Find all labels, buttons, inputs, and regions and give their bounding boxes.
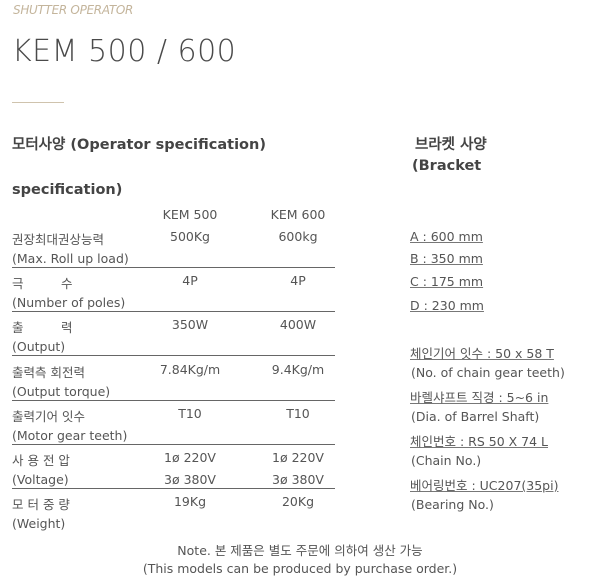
row-label-english: (Output torque) [12, 383, 111, 399]
row-label-english: (Voltage) [12, 472, 69, 487]
row-divider [12, 355, 335, 357]
row-label-english: (Number of poles) [12, 295, 126, 311]
kem600-value: 400W [279, 317, 317, 333]
kem500-value-alt: 3ø 380V [164, 472, 216, 487]
row-label-english: (Motor gear teeth) [12, 427, 128, 443]
column-header-kem600: KEM 600 [270, 207, 326, 222]
row-label-english: (Max. Roll up load) [12, 251, 129, 266]
kem600-value: 4P [290, 273, 306, 289]
row-divider [12, 399, 335, 401]
kem500-value: 7.84Kg/m [159, 361, 221, 377]
row-label-korean: 모 터 중 량 [12, 497, 70, 513]
kem600-value: T10 [286, 405, 310, 421]
title-divider [12, 102, 64, 103]
bracket-spec-heading: 브라켓 사양 [415, 137, 487, 153]
kem500-value: 350W [171, 317, 209, 333]
kem500-value: T10 [178, 405, 202, 421]
kem600-value-alt: 3ø 380V [272, 472, 324, 487]
motor-spec-heading: 모터사양 (Operator specification) [12, 137, 266, 153]
bracket-item-value: 바렐샤프트 직경 : 5~6 in [410, 390, 549, 405]
row-label-korean: 극 수 [12, 276, 73, 292]
kem500-value: 4P [182, 273, 198, 289]
bracket-spec-heading-cont: (Bracket [412, 158, 482, 174]
category-label: SHUTTER OPERATOR [13, 3, 134, 17]
bracket-item-label: (Dia. of Barrel Shaft) [411, 409, 540, 424]
bracket-item-label: (Chain No.) [411, 453, 482, 468]
bracket-dimension: D : 230 mm [410, 298, 484, 313]
row-label-english: (Weight) [12, 516, 66, 532]
motor-spec-heading-cont: specification) [12, 182, 123, 198]
bracket-dimension: B : 350 mm [410, 251, 483, 266]
kem600-value: 600kg [278, 229, 318, 244]
bracket-item-value: 체인번호 : RS 50 X 74 L [410, 434, 549, 449]
bracket-dimension: A : 600 mm [410, 229, 483, 244]
row-label-korean: 권장최대권상능력 [12, 232, 105, 247]
bracket-dimension: C : 175 mm [410, 274, 484, 289]
row-divider [12, 443, 335, 445]
row-label-korean: 출력측 회전력 [12, 364, 85, 380]
row-divider [12, 311, 335, 313]
row-label-korean: 출력기어 잇수 [12, 408, 85, 424]
kem600-value: 20Kg [281, 494, 315, 510]
note-english: (This models can be produced by purchase… [142, 561, 458, 576]
row-label-korean: 출 력 [12, 320, 73, 336]
kem600-value: 1ø 220V [272, 450, 324, 465]
row-label-english: (Output) [12, 339, 66, 355]
page-title: KEM 500 / 600 [12, 34, 237, 69]
kem500-value: 500Kg [170, 229, 210, 244]
row-divider [12, 267, 335, 268]
column-header-kem500: KEM 500 [162, 207, 218, 222]
row-divider [12, 488, 335, 489]
note-korean: Note. 본 제품은 별도 주문에 의하여 생산 가능 [177, 543, 423, 558]
kem500-value: 1ø 220V [164, 450, 216, 465]
kem500-value: 19Kg [173, 494, 207, 510]
bracket-item-value: 체인기어 잇수 : 50 x 58 T [410, 346, 554, 361]
bracket-item-label: (No. of chain gear teeth) [411, 365, 565, 380]
bracket-item-value: 베어링번호 : UC207(35pi) [410, 478, 559, 493]
bracket-item-label: (Bearing No.) [411, 497, 494, 512]
row-label-korean: 사 용 전 압 [12, 453, 70, 468]
kem600-value: 9.4Kg/m [271, 361, 325, 377]
